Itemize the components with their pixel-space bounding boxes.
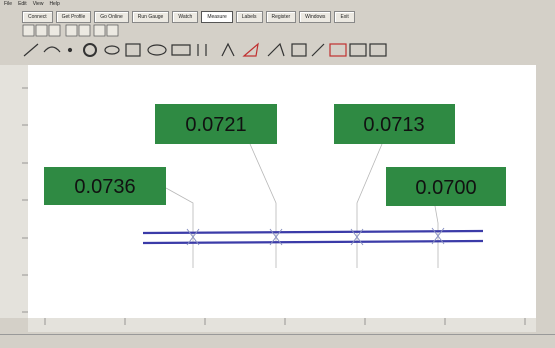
vertical-ruler — [0, 65, 28, 318]
button-bar: Connect Get Profile Go Online Run Gauge … — [22, 11, 355, 23]
toolbar-button[interactable]: Windows — [299, 11, 332, 23]
tool-icon[interactable] — [35, 24, 48, 37]
measurement-box[interactable]: 0.0721 — [155, 104, 277, 144]
menu-item[interactable]: Help — [49, 1, 60, 7]
leader-lines — [165, 143, 439, 268]
drawing-toolbar — [23, 42, 387, 57]
tool-icon[interactable] — [22, 24, 35, 37]
box-tool[interactable] — [291, 43, 307, 57]
measurement-box[interactable]: 0.0713 — [334, 104, 455, 144]
status-bar — [0, 334, 555, 348]
toolbar-button[interactable]: Get Profile — [55, 11, 92, 23]
slope-tool[interactable] — [311, 43, 325, 57]
point-tool[interactable] — [67, 47, 73, 53]
distance-tool[interactable] — [171, 44, 191, 56]
tool-icon[interactable] — [93, 24, 106, 37]
toolbar-button[interactable]: Register — [265, 11, 297, 23]
measurement-box[interactable]: 0.0700 — [386, 167, 506, 206]
tool-icon[interactable] — [78, 24, 91, 37]
ruler-ticks — [22, 87, 526, 325]
max-tool[interactable] — [329, 43, 347, 57]
ellipse-tool[interactable] — [104, 45, 120, 55]
measurement-value: 0.0700 — [415, 177, 476, 199]
tool-icon[interactable] — [106, 24, 119, 37]
toolbar-button[interactable]: Exit — [334, 11, 355, 23]
avg-tool[interactable] — [369, 43, 387, 57]
measurement-value: 0.0721 — [185, 114, 246, 136]
measure-markers — [186, 227, 445, 246]
arc-tool[interactable] — [43, 46, 61, 53]
profile-lines — [142, 229, 484, 245]
shape-tool[interactable] — [147, 44, 167, 56]
slot-tool[interactable] — [125, 43, 141, 57]
min-tool[interactable] — [349, 43, 367, 57]
measurement-box[interactable]: 0.0736 — [44, 167, 166, 205]
menu-item[interactable]: Edit — [18, 1, 27, 7]
toolbar-button[interactable]: Labels — [235, 11, 263, 23]
toolbar-button[interactable]: Go Online — [94, 11, 129, 23]
circle-tool[interactable] — [83, 43, 97, 57]
toolbar-button[interactable]: Run Gauge — [131, 11, 170, 23]
measurement-value: 0.0713 — [363, 114, 424, 136]
menu-item[interactable]: File — [4, 1, 13, 7]
measurement-value: 0.0736 — [74, 176, 135, 198]
tool-icon[interactable] — [65, 24, 78, 37]
angle-tool[interactable] — [221, 42, 235, 57]
horizontal-ruler — [28, 318, 536, 332]
width-tool[interactable] — [197, 44, 207, 56]
angle2-tool[interactable] — [267, 42, 285, 57]
measurement-view: 0.0736 0.0721 0.0713 0.0700 — [0, 63, 555, 334]
toolbar-button[interactable]: Connect — [22, 11, 53, 23]
menu-item[interactable]: View — [32, 1, 44, 7]
menu-bar: File Edit View Help — [0, 0, 555, 9]
toolbar-button[interactable]: Measure — [201, 11, 233, 23]
line-tool[interactable] — [23, 43, 39, 57]
toolbar-button[interactable]: Watch — [172, 11, 199, 23]
triangle-tool[interactable] — [242, 42, 259, 57]
icon-toolbar — [22, 24, 119, 37]
tool-icon[interactable] — [48, 24, 61, 37]
